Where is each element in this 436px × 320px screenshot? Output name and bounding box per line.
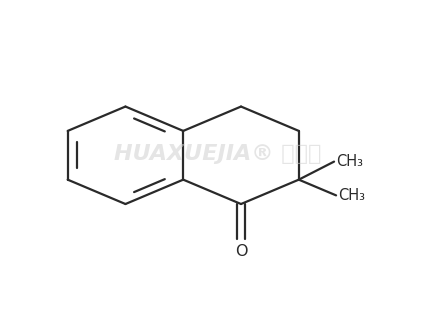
Text: CH₃: CH₃: [338, 188, 365, 203]
Text: O: O: [235, 244, 247, 259]
Text: HUAXUEJIA® 化学加: HUAXUEJIA® 化学加: [114, 144, 322, 164]
Text: CH₃: CH₃: [336, 154, 363, 169]
